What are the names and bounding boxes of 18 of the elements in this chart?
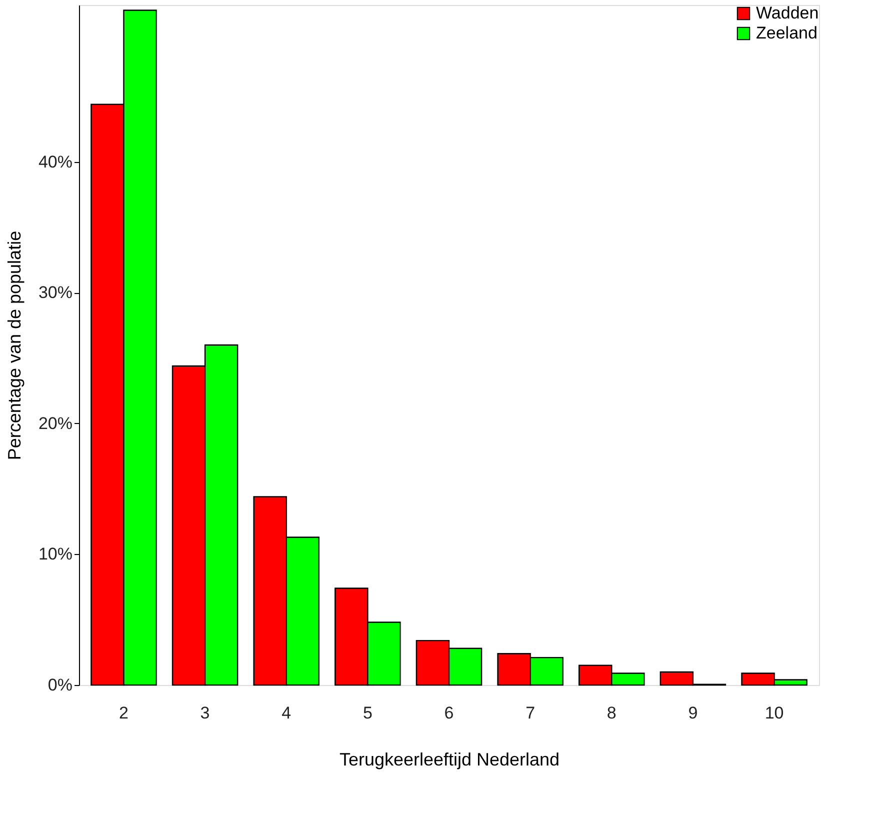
- x-tick-label: 2: [118, 704, 128, 722]
- x-tick-label: 7: [526, 704, 536, 722]
- x-tick-label: 9: [688, 704, 698, 722]
- y-tick-label: 40%: [38, 152, 72, 172]
- x-tick-label: 4: [282, 704, 292, 722]
- legend-label: Zeeland: [756, 24, 818, 42]
- y-tick-label: 10%: [38, 544, 72, 564]
- x-tick-label: 10: [764, 704, 784, 722]
- y-tick-label: 30%: [38, 283, 72, 302]
- legend-label: Wadden: [756, 4, 819, 22]
- x-tick-label: 5: [362, 704, 372, 722]
- x-tick-label: 3: [200, 704, 210, 722]
- y-tick-label: 20%: [38, 414, 72, 433]
- y-tick-label: 0%: [48, 676, 72, 694]
- y-axis-title: Percentage van de populatie: [4, 230, 24, 460]
- x-tick-label: 8: [606, 704, 616, 722]
- x-axis-title: Terugkeerleeftijd Nederland: [339, 750, 560, 770]
- x-tick-label: 6: [444, 704, 454, 722]
